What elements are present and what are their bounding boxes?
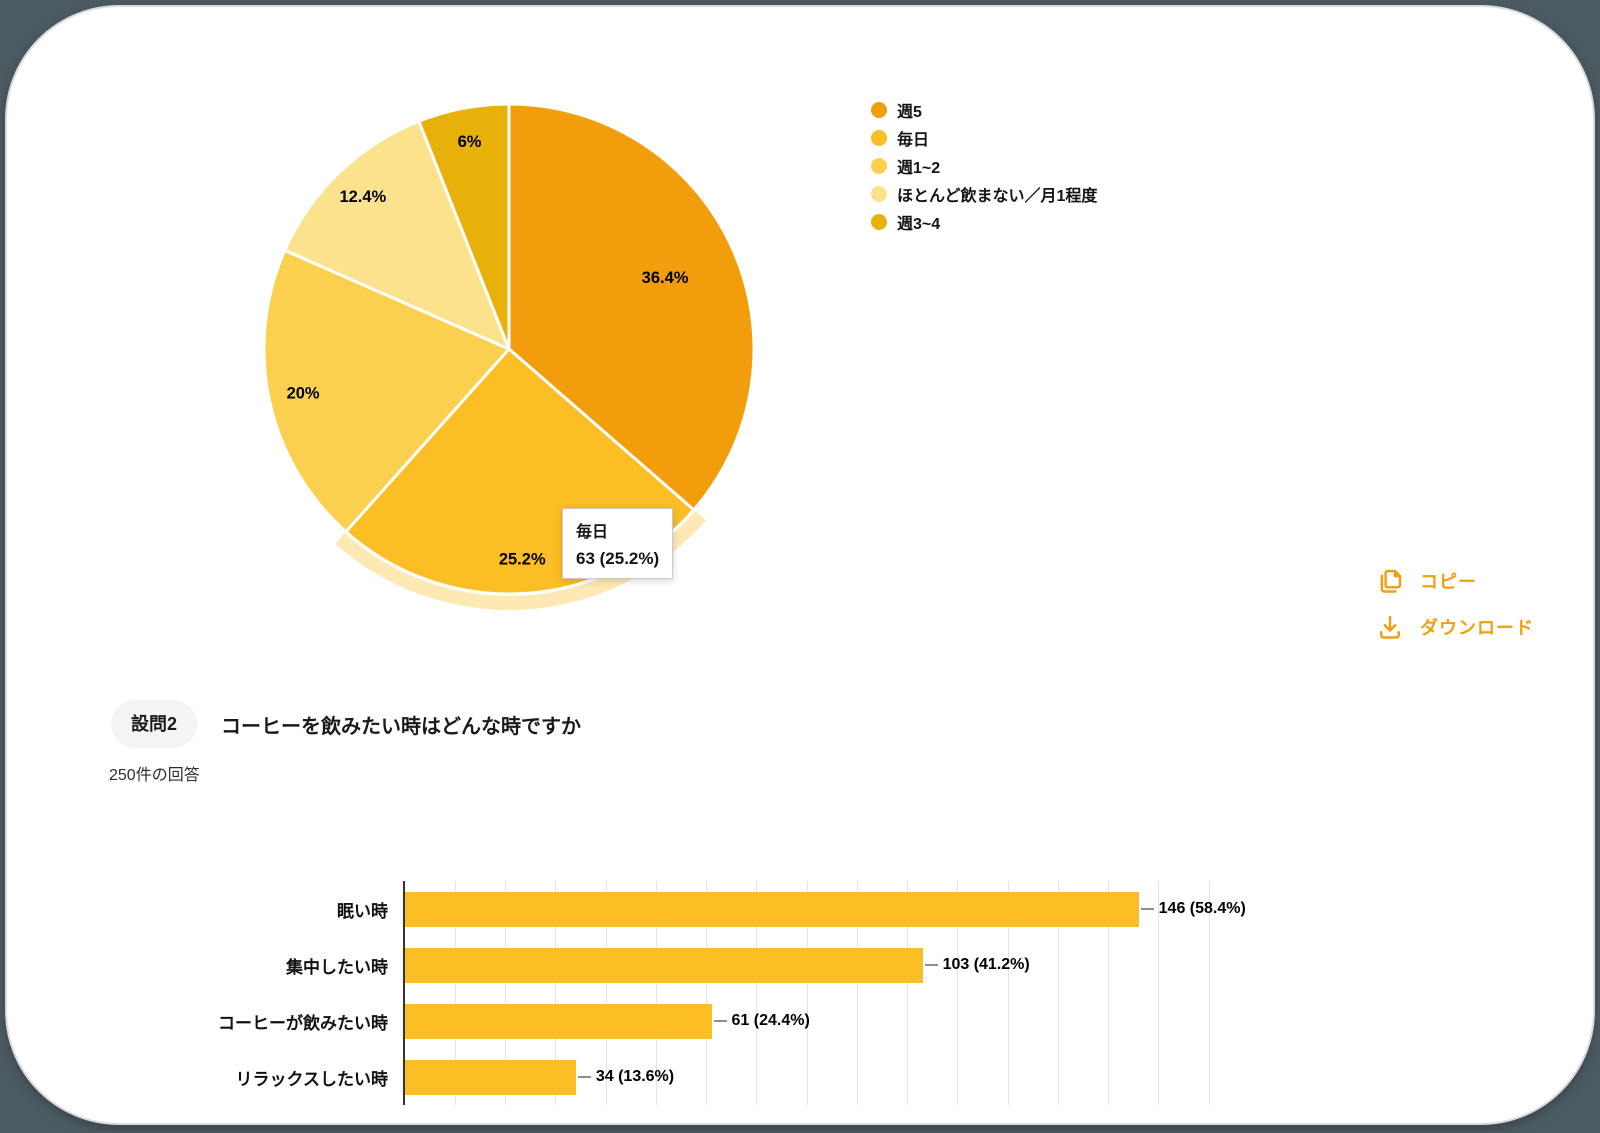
grid-line <box>806 881 808 1105</box>
bar-value-text: 61 (24.4%) <box>731 1012 810 1029</box>
value-connector-line <box>713 1020 727 1022</box>
question-header: 設問2 コーヒーを飲みたい時はどんな時ですか <box>111 699 581 749</box>
pie-percent-label: 20% <box>287 385 320 403</box>
legend-dot-icon <box>871 186 887 202</box>
bar-category-labels: 眠い時集中したい時コーヒーが飲みたい時リラックスしたい時 <box>111 881 403 1105</box>
legend-dot-icon <box>871 214 887 230</box>
legend-item-3: ほとんど飲まない／月1程度 <box>871 180 1097 208</box>
bar-plot-area: 146 (58.4%) 103 (41.2%) 61 (24.4%) 34 (13.6… <box>403 881 1246 1105</box>
copy-button[interactable]: コピー <box>1376 567 1534 595</box>
grid-line <box>1007 881 1009 1105</box>
legend-dot-icon <box>871 158 887 174</box>
grid-line <box>1108 881 1109 1105</box>
grid-line <box>1208 881 1210 1105</box>
legend-label: 週3~4 <box>897 216 941 233</box>
survey-results-card: 36.4% 25.2% 20% 12.4% 6% 週5 毎日 週1~2 ほとんど飲まない／月1… <box>5 5 1595 1125</box>
grid-line <box>1057 881 1059 1105</box>
pie-slice-0[interactable] <box>507 102 756 512</box>
bar-category-label: 集中したい時 <box>286 957 388 977</box>
grid-line <box>1158 881 1160 1105</box>
bar-category-label: 眠い時 <box>337 901 388 921</box>
value-connector-line <box>924 964 938 966</box>
grid-line <box>454 881 456 1105</box>
copy-button-label: コピー <box>1420 572 1477 592</box>
pie-chart: 36.4% 25.2% 20% 12.4% 6% <box>262 102 756 611</box>
response-count: 250件の回答 <box>109 767 200 784</box>
pie-slice-2[interactable] <box>262 248 511 534</box>
bar-value-label: 103 (41.2%) <box>924 948 1030 983</box>
legend-item-4: 週3~4 <box>871 208 1097 236</box>
download-icon <box>1376 613 1404 641</box>
bar-3[interactable] <box>405 1059 576 1095</box>
legend-item-1: 毎日 <box>871 124 1097 152</box>
bar-value-label: 61 (24.4%) <box>713 1004 810 1039</box>
pie-percent-label: 25.2% <box>499 550 546 568</box>
grid-line <box>655 881 657 1105</box>
bar-0[interactable] <box>405 891 1139 927</box>
pie-percent-label: 6% <box>458 133 482 151</box>
legend-label: ほとんど飲まない／月1程度 <box>897 188 1098 205</box>
grid-line <box>856 881 858 1105</box>
grid-line <box>605 881 607 1105</box>
legend-item-2: 週1~2 <box>871 152 1097 180</box>
bar-value-text: 34 (13.6%) <box>595 1068 675 1085</box>
chart-tooltip: 毎日 63 (25.2%) <box>562 508 674 579</box>
bar-2[interactable] <box>405 1003 712 1039</box>
pie-hover-halo <box>335 511 706 611</box>
tooltip-value: 63 (25.2%) <box>576 549 660 568</box>
legend-label: 週5 <box>897 104 922 121</box>
bar-value-text: 146 (58.4%) <box>1158 900 1246 917</box>
pie-slice-3[interactable] <box>283 119 511 351</box>
pie-legend: 週5 毎日週1~2 ほとんど飲まない／月1程度 週3~4 <box>871 96 1097 236</box>
bar-category-label: コーヒーが飲みたい時 <box>218 1013 388 1033</box>
bar-category-label: リラックスしたい時 <box>235 1069 389 1089</box>
bar-value-label: 34 (13.6%) <box>577 1060 675 1095</box>
bar-value-text: 103 (41.2%) <box>942 956 1030 973</box>
chart-actions: コピー ダウンロード <box>1376 567 1534 641</box>
question-badge: 設問2 <box>111 700 198 748</box>
value-connector-line <box>1140 908 1154 910</box>
download-button-label: ダウンロード <box>1420 618 1534 638</box>
legend-dot-icon <box>871 130 887 146</box>
pie-percent-label: 36.4% <box>642 269 689 287</box>
bar-value-label: 146 (58.4%) <box>1140 892 1246 927</box>
legend-item-0: 週5 <box>871 96 1097 124</box>
pie-percent-label: 12.4% <box>339 188 386 206</box>
copy-icon <box>1376 567 1404 595</box>
pie-slice-4[interactable] <box>417 102 511 351</box>
value-connector-line <box>577 1076 591 1078</box>
legend-label: 毎日 <box>897 132 930 149</box>
bar-chart: 眠い時集中したい時コーヒーが飲みたい時リラックスしたい時 146 (58.4%)… <box>111 881 1246 1105</box>
grid-line <box>957 881 959 1105</box>
grid-line <box>907 881 908 1105</box>
tooltip-category: 毎日 <box>576 524 609 541</box>
download-button[interactable]: ダウンロード <box>1376 613 1534 641</box>
question-title: コーヒーを飲みたい時はどんな時ですか <box>221 715 582 738</box>
grid-line <box>756 881 758 1105</box>
legend-dot-icon <box>871 102 887 118</box>
grid-line <box>555 881 557 1105</box>
bar-1[interactable] <box>405 947 923 983</box>
grid-line <box>706 881 707 1105</box>
legend-label: 週1~2 <box>897 160 941 177</box>
grid-line <box>505 881 506 1105</box>
